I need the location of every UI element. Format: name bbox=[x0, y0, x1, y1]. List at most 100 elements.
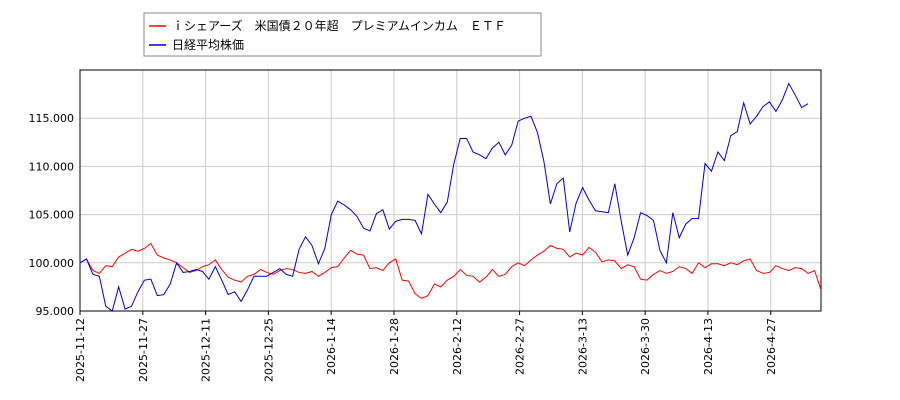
data-point bbox=[485, 158, 486, 159]
data-point bbox=[492, 269, 493, 270]
data-point bbox=[182, 272, 183, 273]
data-point bbox=[505, 154, 506, 155]
y-tick-label: 105.000 bbox=[29, 209, 75, 222]
data-point bbox=[511, 266, 512, 267]
data-point bbox=[460, 269, 461, 270]
data-point bbox=[679, 237, 680, 238]
data-point bbox=[427, 194, 428, 195]
data-point bbox=[498, 276, 499, 277]
data-point bbox=[737, 131, 738, 132]
data-point bbox=[350, 250, 351, 251]
data-point bbox=[788, 83, 789, 84]
data-point bbox=[305, 236, 306, 237]
data-point bbox=[530, 259, 531, 260]
data-point bbox=[344, 204, 345, 205]
data-point bbox=[408, 281, 409, 282]
data-point bbox=[762, 273, 763, 274]
data-point bbox=[814, 270, 815, 271]
x-tick-label: 2025-11-12 bbox=[74, 318, 87, 382]
data-point bbox=[666, 262, 667, 263]
data-point bbox=[775, 111, 776, 112]
data-point bbox=[176, 262, 177, 263]
data-point bbox=[756, 270, 757, 271]
data-point bbox=[99, 276, 100, 277]
data-point bbox=[369, 230, 370, 231]
data-point bbox=[79, 262, 80, 263]
y-tick-label: 115.000 bbox=[29, 112, 75, 125]
data-point bbox=[795, 267, 796, 268]
data-point bbox=[614, 260, 615, 261]
series-line-2 bbox=[79, 82, 809, 312]
data-point bbox=[788, 270, 789, 271]
data-point bbox=[543, 251, 544, 252]
x-tick-label: 2026-1-28 bbox=[388, 318, 401, 375]
data-point bbox=[782, 268, 783, 269]
data-point bbox=[157, 254, 158, 255]
data-point bbox=[234, 280, 235, 281]
data-point bbox=[356, 254, 357, 255]
x-tick-label: 2026-2-27 bbox=[514, 318, 527, 375]
data-point bbox=[601, 261, 602, 262]
data-point bbox=[170, 259, 171, 260]
data-point bbox=[260, 276, 261, 277]
data-point bbox=[144, 280, 145, 281]
data-point bbox=[286, 268, 287, 269]
data-point bbox=[266, 276, 267, 277]
data-point bbox=[479, 154, 480, 155]
data-point bbox=[801, 268, 802, 269]
data-point bbox=[125, 253, 126, 254]
data-point bbox=[820, 289, 821, 290]
data-point bbox=[704, 267, 705, 268]
data-point bbox=[556, 248, 557, 249]
data-point bbox=[550, 245, 551, 246]
data-point bbox=[324, 272, 325, 273]
data-point bbox=[279, 270, 280, 271]
data-point bbox=[112, 266, 113, 267]
data-point bbox=[105, 265, 106, 266]
data-point bbox=[298, 272, 299, 273]
data-point bbox=[414, 293, 415, 294]
data-point bbox=[627, 254, 628, 255]
data-point bbox=[163, 257, 164, 258]
data-point bbox=[704, 163, 705, 164]
data-point bbox=[582, 187, 583, 188]
data-point bbox=[563, 249, 564, 250]
data-point bbox=[118, 256, 119, 257]
data-point bbox=[125, 308, 126, 309]
data-point bbox=[640, 212, 641, 213]
data-point bbox=[621, 221, 622, 222]
data-point bbox=[582, 254, 583, 255]
data-point bbox=[692, 218, 693, 219]
data-point bbox=[86, 258, 87, 259]
data-point bbox=[292, 269, 293, 270]
data-point bbox=[453, 276, 454, 277]
data-point bbox=[253, 276, 254, 277]
data-point bbox=[395, 221, 396, 222]
x-tick-label: 2026-3-30 bbox=[639, 318, 652, 375]
data-point bbox=[427, 295, 428, 296]
data-point bbox=[511, 145, 512, 146]
data-point bbox=[434, 283, 435, 284]
data-point bbox=[221, 280, 222, 281]
data-point bbox=[208, 279, 209, 280]
data-point bbox=[318, 276, 319, 277]
data-point bbox=[305, 273, 306, 274]
data-point bbox=[260, 269, 261, 270]
data-point bbox=[537, 132, 538, 133]
x-tick-label: 2026-3-13 bbox=[576, 318, 589, 375]
data-point bbox=[750, 123, 751, 124]
data-point bbox=[234, 291, 235, 292]
data-point bbox=[447, 201, 448, 202]
data-point bbox=[466, 275, 467, 276]
data-point bbox=[576, 202, 577, 203]
data-point bbox=[389, 228, 390, 229]
data-point bbox=[382, 209, 383, 210]
data-point bbox=[685, 268, 686, 269]
data-point bbox=[337, 201, 338, 202]
data-point bbox=[588, 247, 589, 248]
data-point bbox=[376, 267, 377, 268]
data-point bbox=[311, 271, 312, 272]
data-point bbox=[363, 227, 364, 228]
data-point bbox=[659, 270, 660, 271]
